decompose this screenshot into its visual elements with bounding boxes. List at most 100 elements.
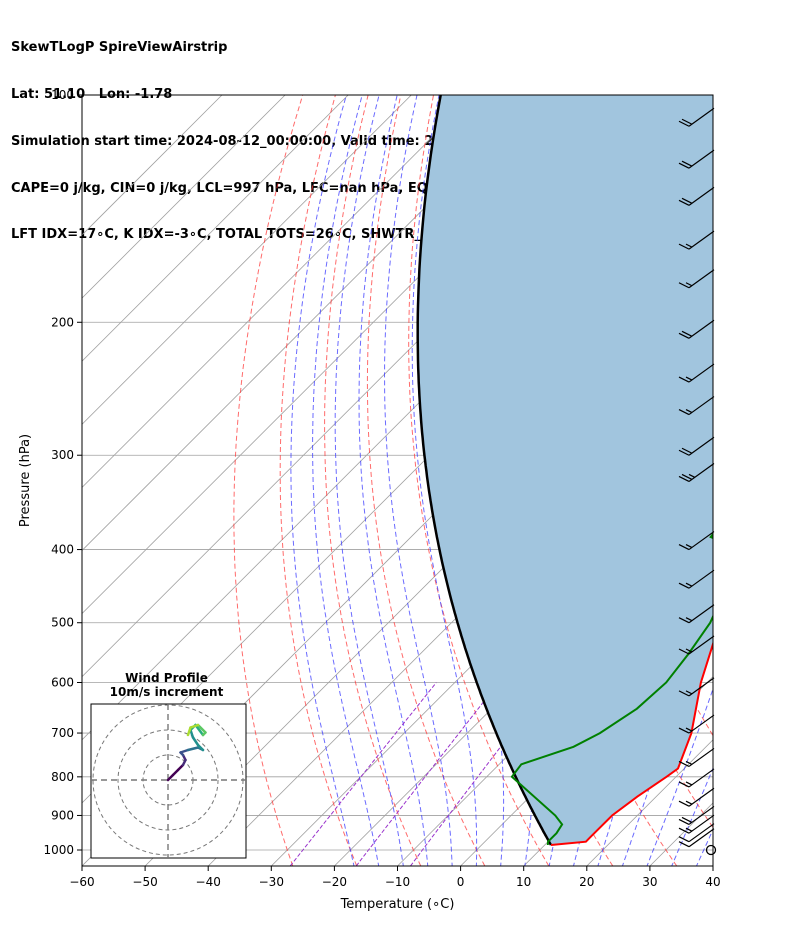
wind-barb-shaft: [688, 396, 715, 416]
wind-barb: [678, 186, 715, 206]
moist-adiabat: [671, 766, 713, 866]
wind-barb: [678, 363, 715, 383]
wind-barb-half-flag: [685, 243, 693, 248]
moist-adiabat: [358, 95, 429, 866]
wind-barb-flag: [678, 376, 690, 383]
wind-barb-shaft: [688, 230, 715, 250]
profile-lines: [416, 95, 713, 846]
y-tick-label: 800: [51, 770, 74, 784]
isotherm--160: [82, 95, 223, 236]
wind-barb-flag: [681, 197, 693, 204]
y-tick-label: 300: [51, 448, 74, 462]
wind-barb: [678, 531, 715, 551]
hodograph-segment: [186, 726, 192, 737]
x-tick-label: −60: [69, 875, 94, 889]
x-tick-label: 0: [457, 875, 465, 889]
y-tick-label: 900: [51, 808, 74, 822]
wind-barb-shaft: [688, 828, 715, 848]
dry-adiabat: [760, 95, 794, 866]
hodograph-segment: [186, 746, 200, 752]
wind-barb: [678, 149, 715, 169]
wind-barb-half-flag: [685, 648, 693, 653]
x-tick-label: −40: [196, 875, 221, 889]
wind-barb: [678, 828, 715, 848]
wind-barb-shaft: [688, 787, 715, 807]
wind-barb-flag: [678, 475, 690, 483]
x-axis-label: Temperature (∘C): [340, 897, 455, 912]
wind-barb-shaft: [688, 269, 715, 289]
wind-barb-flag: [678, 449, 690, 456]
wind-barb-flag: [678, 243, 690, 250]
wind-barb-flag: [678, 282, 690, 289]
wind-barb-flag: [678, 781, 690, 788]
wind-barb-half-flag: [685, 827, 693, 832]
isotherm--130: [82, 95, 412, 425]
wind-barb: [678, 604, 715, 624]
wind-barb-flag: [678, 836, 690, 843]
isotherm--20: [334, 486, 713, 866]
header-location: Lat: 51.10 Lon: -1.78: [11, 86, 173, 102]
wind-barb-half-flag: [685, 376, 693, 381]
wind-barb-shaft: [688, 714, 715, 734]
mixing-ratio-line: [289, 682, 437, 866]
wind-barb-half-flag: [685, 544, 693, 549]
y-tick-label: 600: [51, 676, 74, 690]
wind-barb-flag: [681, 330, 693, 337]
wind-barb-shaft: [688, 747, 715, 767]
isotherm--120: [82, 95, 475, 488]
axis-ticks: −60 −50 −40 −30 −20 −10 0 10 20 30 40 100 200 300 400 5…: [43, 88, 720, 889]
y-tick-label: 200: [51, 315, 74, 329]
hodograph-plot: [91, 704, 246, 858]
wind-barb-shaft: [688, 604, 715, 624]
dry-adiabat: [279, 95, 358, 866]
wind-barb-shaft: [688, 531, 715, 551]
wind-barb-half-flag: [685, 727, 693, 732]
wind-barb-flag: [681, 447, 693, 454]
moist-adiabat: [312, 95, 380, 866]
moist-adiabat: [646, 687, 713, 866]
y-tick-label: 500: [51, 616, 74, 630]
wind-barb: [678, 823, 715, 843]
isotherm--150: [82, 95, 286, 299]
wind-barb-shaft: [688, 149, 715, 169]
hodograph-segment: [189, 723, 200, 729]
wind-barb: [678, 436, 715, 456]
wind-barb-half-flag: [685, 800, 693, 805]
wind-barb-shaft: [688, 319, 715, 339]
wind-barb-flag: [678, 760, 690, 767]
wind-barb: [678, 635, 715, 655]
y-tick-label: 1000: [43, 843, 74, 857]
dry-adiabat: [728, 95, 794, 866]
x-tick-label: −30: [259, 875, 284, 889]
hodograph-segment: [191, 736, 200, 747]
wind-barb-half-flag: [685, 690, 693, 695]
isotherm--140: [82, 95, 349, 362]
wind-barb-shaft: [688, 462, 715, 482]
dry-adiabat: [233, 95, 304, 866]
dry-adiabat: [324, 95, 422, 866]
wind-barb: [678, 269, 715, 289]
wind-barb-flag: [678, 199, 690, 206]
wind-barb-flag: [681, 816, 693, 823]
mixing-ratio-line: [355, 682, 499, 866]
x-tick-label: 30: [642, 875, 657, 889]
calm-wind-barb: [705, 844, 717, 856]
wind-barb-flag: [681, 118, 693, 125]
moist-adiabat: [721, 95, 794, 868]
wind-barb-flag: [678, 617, 690, 624]
moist-adiabat: [383, 95, 453, 866]
x-tick-label: −50: [132, 875, 157, 889]
wind-barb-flag: [678, 409, 690, 416]
wind-barb-shaft: [688, 186, 715, 206]
wind-barb-shaft: [688, 805, 715, 825]
wind-barb-half-flag: [685, 781, 693, 786]
moist-adiabat: [411, 95, 478, 866]
wind-barb-half-flag: [685, 617, 693, 622]
dry-adiabat: [408, 95, 550, 866]
wind-barb-half-flag: [688, 473, 696, 479]
wind-barb-half-flag: [685, 282, 693, 287]
wind-barb: [678, 230, 715, 250]
wind-barb: [678, 569, 715, 589]
dewpoint-line: [510, 532, 713, 846]
